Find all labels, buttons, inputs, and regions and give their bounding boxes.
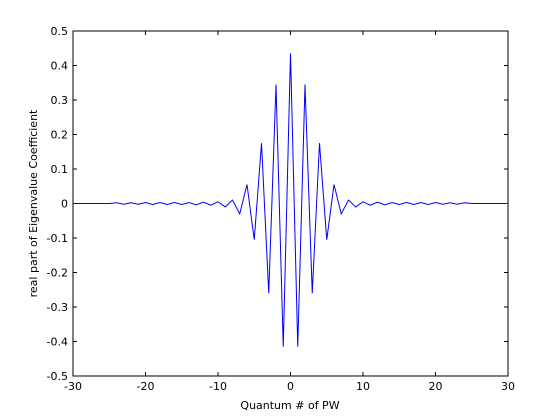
x-tick-label: 10: [356, 380, 370, 393]
y-tick-label: 0.3: [51, 94, 69, 107]
y-tick-label: 0.4: [51, 60, 69, 73]
x-tick-label: 30: [501, 380, 515, 393]
y-tick-label: -0.1: [47, 232, 68, 245]
y-tick-label: 0: [61, 198, 68, 211]
x-tick-label: -30: [64, 380, 82, 393]
x-axis-label: Quantum # of PW: [240, 399, 339, 412]
x-tick-label: 0: [287, 380, 294, 393]
y-tick-label: 0.5: [51, 25, 69, 38]
x-tick-label: -10: [209, 380, 227, 393]
x-ticks: -30 -20 -10 0 10 20 30: [64, 31, 515, 393]
y-ticks: -0.5 -0.4 -0.3 -0.2 -0.1 0 0.1 0.2 0.3 0.4 0.5: [47, 25, 508, 383]
x-tick-label: 20: [429, 380, 443, 393]
y-axis-label: real part of Eigenvalue Coefficient: [27, 109, 40, 297]
y-tick-label: -0.3: [47, 301, 68, 314]
y-tick-label: -0.2: [47, 267, 68, 280]
x-tick-label: -20: [137, 380, 155, 393]
y-tick-label: -0.5: [47, 370, 68, 383]
series-line: [73, 53, 508, 347]
y-tick-label: 0.1: [51, 163, 69, 176]
y-tick-label: -0.4: [47, 336, 68, 349]
plot-area: [72, 30, 509, 377]
y-tick-label: 0.2: [51, 129, 69, 142]
